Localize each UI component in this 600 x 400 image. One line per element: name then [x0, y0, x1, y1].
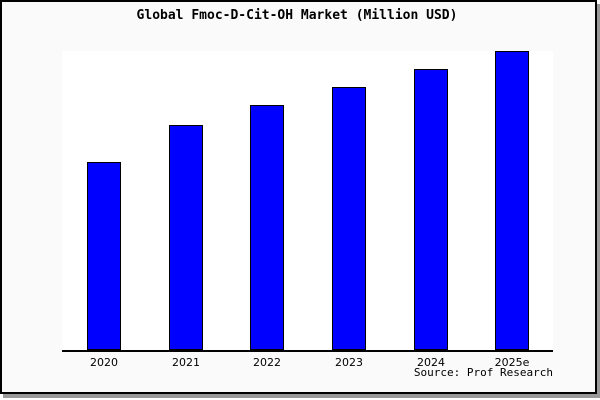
chart-title: Global Fmoc-D-Cit-OH Market (Million USD… — [136, 8, 458, 23]
bar-2025e — [495, 51, 529, 350]
bar-2023 — [332, 87, 366, 350]
bar-2024 — [414, 69, 448, 350]
bar-2022 — [250, 105, 284, 350]
bar-2020 — [87, 162, 121, 350]
bar-2021 — [169, 125, 203, 350]
plot-area — [62, 51, 553, 352]
source-credit: Source: Prof Research — [413, 366, 553, 379]
